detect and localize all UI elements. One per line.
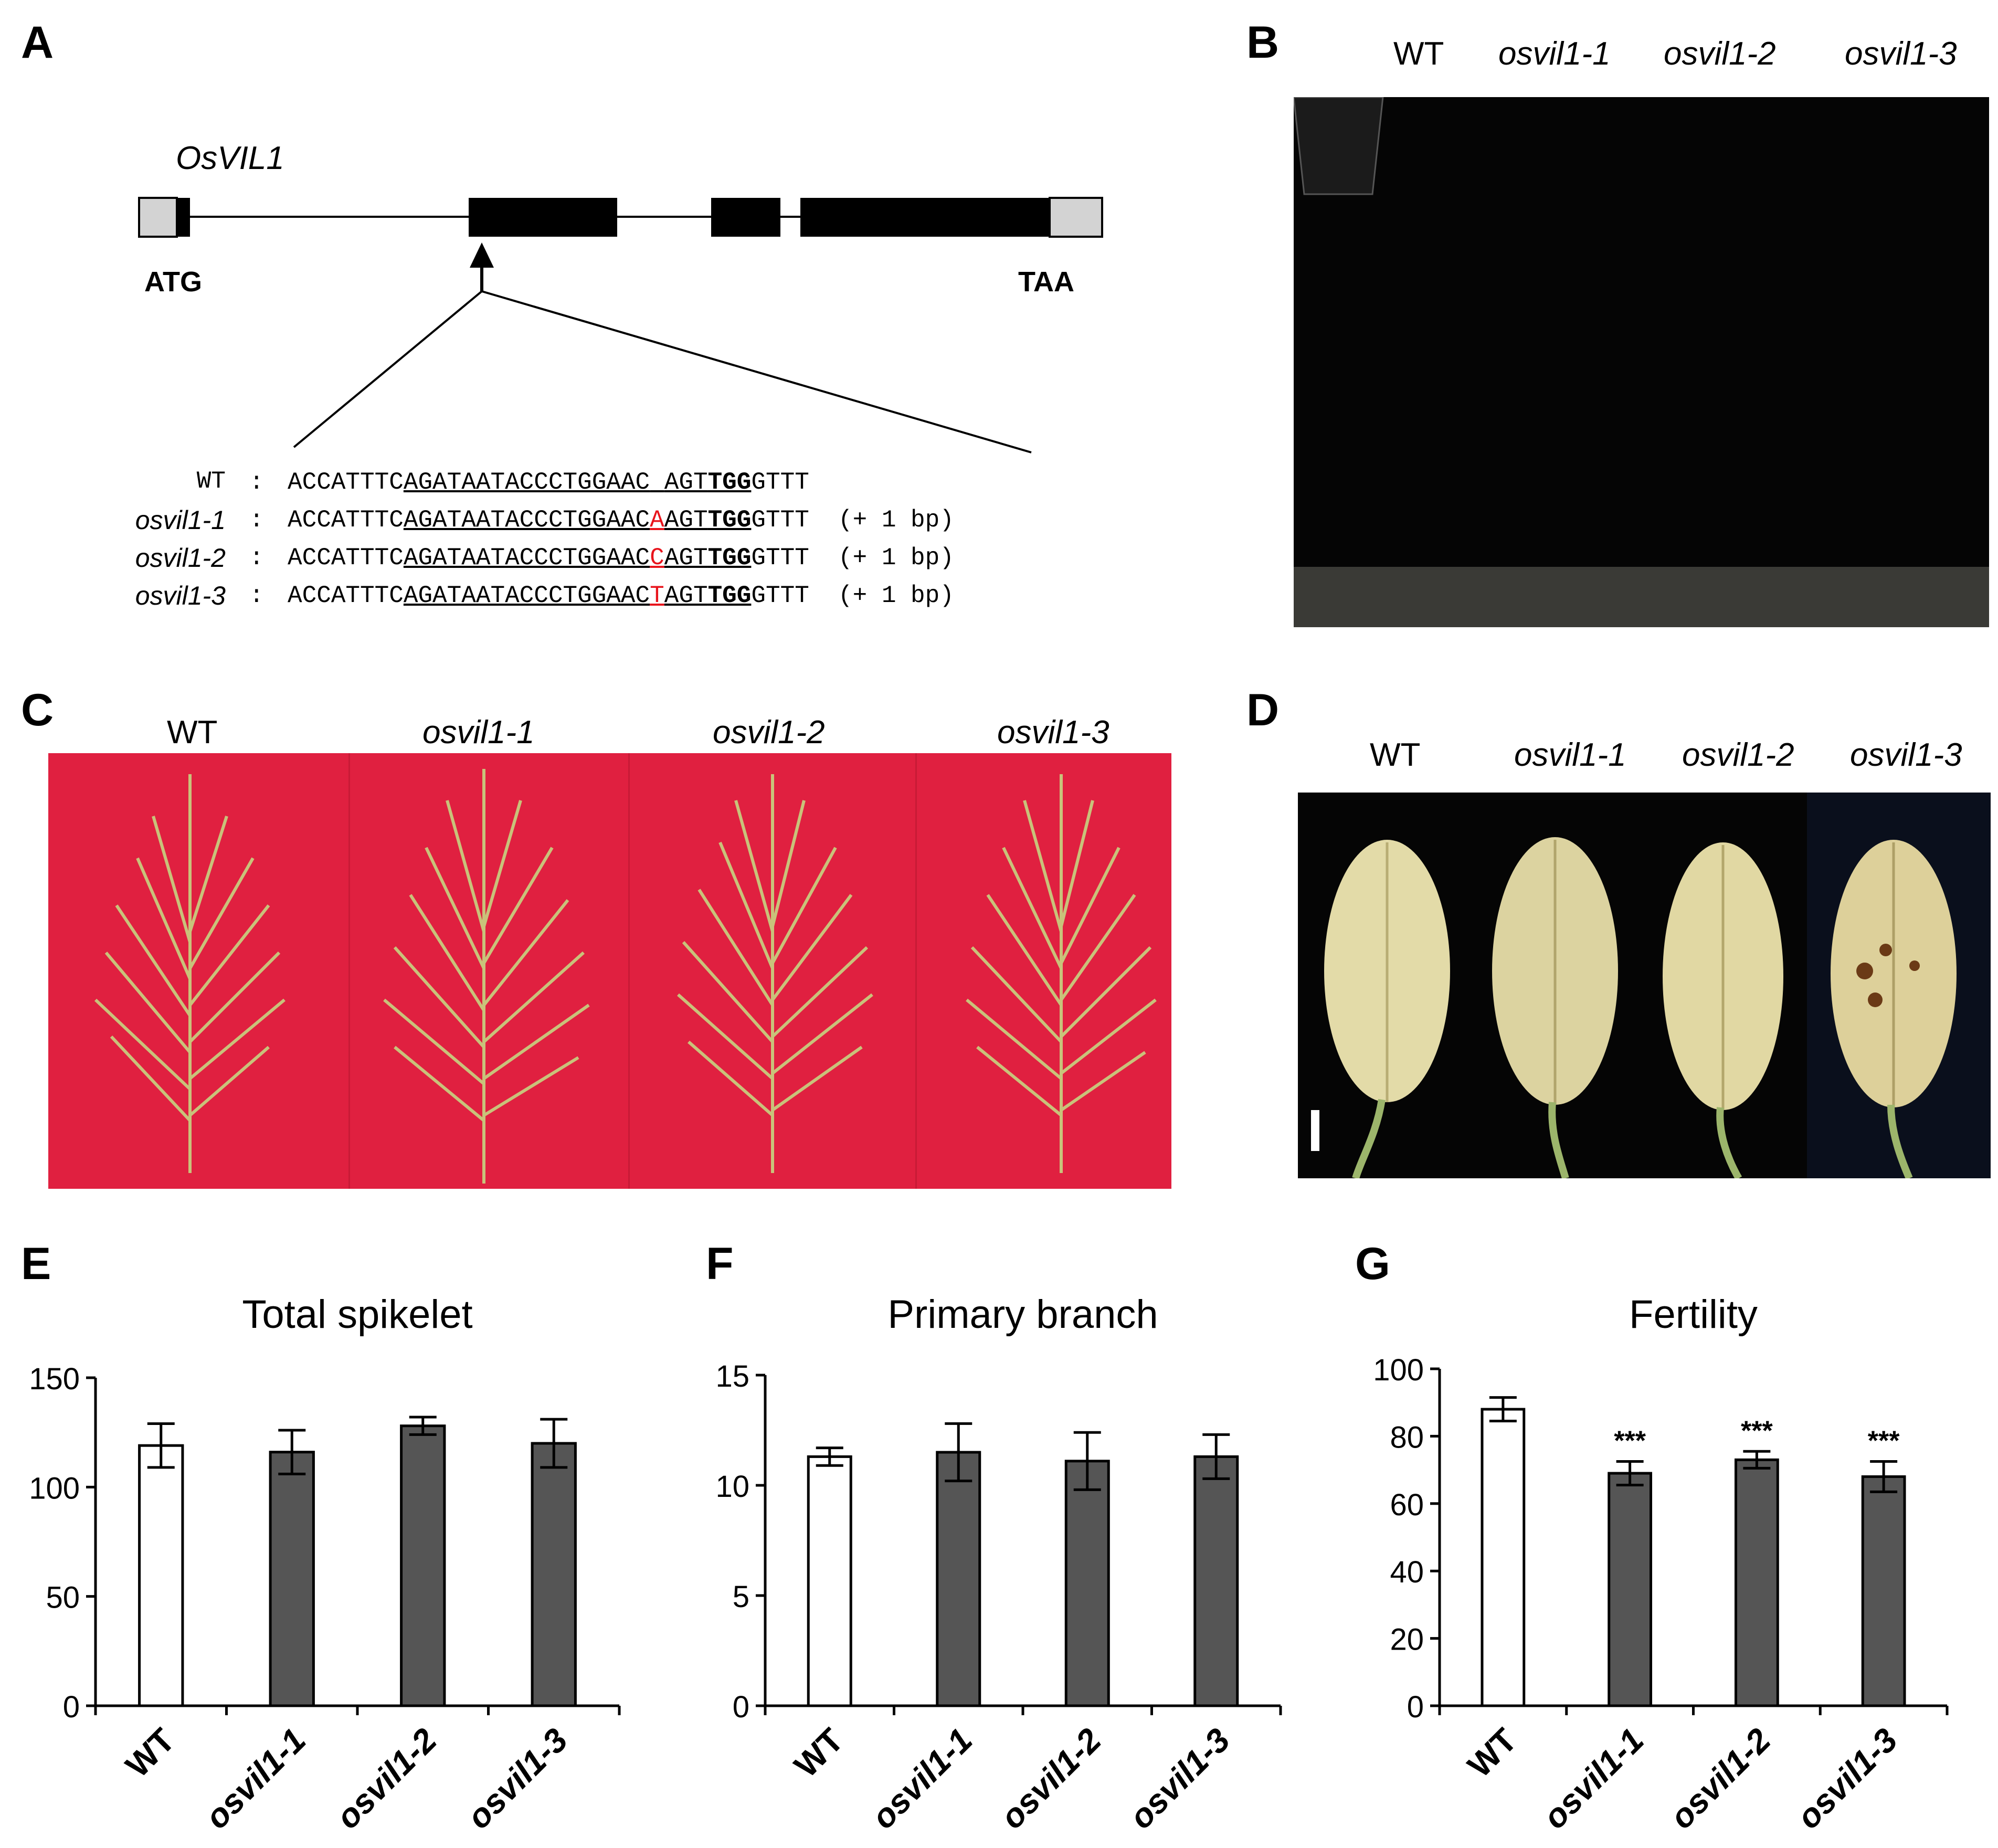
x-tick-label: osvil1-2 xyxy=(329,1721,443,1836)
photo-panicles xyxy=(48,753,1171,1189)
start-codon-label: ATG xyxy=(144,266,202,298)
label-d-osvil1-1: osvil1-1 xyxy=(1514,737,1626,773)
bar-osvil1-1 xyxy=(269,1451,315,1707)
y-tick-label: 50 xyxy=(46,1581,80,1615)
x-tick-label: WT xyxy=(118,1721,182,1784)
label-c-wt: WT xyxy=(167,714,218,751)
panel-letter-e: E xyxy=(21,1239,51,1289)
y-tick-label: 20 xyxy=(1390,1623,1424,1657)
zoom-line-left xyxy=(293,290,483,448)
bar-osvil1-2 xyxy=(400,1424,446,1707)
bar-osvil1-3 xyxy=(1193,1455,1239,1707)
chart-title: Primary branch xyxy=(887,1292,1158,1337)
label-c-osvil1-1: osvil1-1 xyxy=(422,714,535,751)
insertion-base: C xyxy=(650,544,664,572)
seq-row-wt: ACCATTTCAGATAATACCCTGGAAC AGTTGGGTTT xyxy=(288,469,809,496)
panel-letter-c: C xyxy=(21,685,54,735)
y-tick-label: 0 xyxy=(63,1690,80,1724)
gene-name: OsVIL1 xyxy=(176,140,284,176)
x-tick-label: osvil1-1 xyxy=(1536,1721,1651,1836)
bar-osvil1-1 xyxy=(1608,1472,1653,1707)
x-tick-label: WT xyxy=(1461,1721,1524,1784)
panel-letter-g: G xyxy=(1355,1239,1390,1289)
insertion-base: A xyxy=(650,506,664,534)
exon-1 xyxy=(177,198,190,237)
panel-letter-a: A xyxy=(21,17,54,68)
y-tick-label: 100 xyxy=(29,1471,80,1505)
photo-spikelets xyxy=(1298,793,1991,1178)
zoom-line-right xyxy=(481,290,1032,453)
significance-label: *** xyxy=(1741,1416,1773,1446)
target-arrow-icon xyxy=(470,242,494,268)
exon-4 xyxy=(800,198,1050,237)
y-tick-label: 5 xyxy=(733,1580,749,1614)
x-tick-label: osvil1-1 xyxy=(864,1721,979,1836)
scale-bar xyxy=(1311,1110,1319,1151)
seq-name-osvil1-1: osvil1-1 xyxy=(135,505,226,535)
label-d-osvil1-3: osvil1-3 xyxy=(1850,737,1962,773)
gene-structure-diagram: OsVIL1 ATG TAA xyxy=(138,140,1103,453)
y-tick-label: 40 xyxy=(1390,1555,1424,1589)
seq-row-osvil1-1: ACCATTTCAGATAATACCCTGGAACAAGTTGGGTTT (+ … xyxy=(288,506,954,534)
seq-name-osvil1-3: osvil1-3 xyxy=(135,581,226,610)
x-tick-label: osvil1-2 xyxy=(1663,1721,1778,1836)
bar-WT xyxy=(1481,1408,1526,1707)
seq-row-osvil1-3: ACCATTTCAGATAATACCCTGGAACTAGTTGGGTTT (+ … xyxy=(288,582,954,609)
y-tick-label: 0 xyxy=(733,1690,749,1724)
spikelet-icon xyxy=(1324,840,1450,1178)
utr-5prime xyxy=(138,197,178,238)
bar-osvil1-1 xyxy=(936,1451,981,1707)
label-b-osvil1-1: osvil1-1 xyxy=(1498,36,1611,72)
x-tick-label: osvil1-1 xyxy=(198,1721,313,1836)
bar-osvil1-3 xyxy=(531,1442,577,1707)
bar-osvil1-2 xyxy=(1064,1460,1110,1707)
bar-osvil1-2 xyxy=(1734,1458,1779,1707)
insertion-base: T xyxy=(650,582,664,609)
bar-WT xyxy=(807,1455,852,1707)
y-tick-label: 10 xyxy=(715,1470,749,1504)
seq-colon: : xyxy=(249,582,264,609)
chart-title: Total spikelet xyxy=(242,1292,472,1337)
chart-title: Fertility xyxy=(1629,1292,1758,1337)
seq-name-wt: WT xyxy=(196,468,226,495)
x-tick-label: osvil1-3 xyxy=(1122,1721,1237,1836)
seq-colon: : xyxy=(249,506,264,534)
label-d-wt: WT xyxy=(1370,737,1421,773)
bar-osvil1-3 xyxy=(1861,1475,1906,1707)
seq-name-osvil1-2: osvil1-2 xyxy=(135,543,226,573)
panel-letter-f: F xyxy=(706,1239,734,1289)
chart-fertility: Fertility 0 20 40 60 80 100 WT *** osvil1-1 *** osv… xyxy=(1373,1292,1949,1836)
y-tick-label: 80 xyxy=(1390,1420,1424,1454)
exon-3 xyxy=(711,198,780,237)
label-c-osvil1-3: osvil1-3 xyxy=(997,714,1109,751)
y-tick-label: 60 xyxy=(1390,1488,1424,1522)
bar-WT xyxy=(138,1444,184,1707)
y-tick-label: 100 xyxy=(1373,1353,1424,1387)
x-tick-label: WT xyxy=(787,1721,850,1784)
label-b-wt: WT xyxy=(1393,36,1444,72)
label-b-osvil1-3: osvil1-3 xyxy=(1845,36,1957,72)
stop-codon-label: TAA xyxy=(1018,266,1074,298)
seq-colon: : xyxy=(249,469,264,496)
label-d-osvil1-2: osvil1-2 xyxy=(1682,737,1794,773)
seq-colon: : xyxy=(249,544,264,572)
y-tick-label: 15 xyxy=(715,1359,749,1393)
y-tick-label: 150 xyxy=(29,1362,80,1396)
exon-2 xyxy=(469,198,617,237)
significance-label: *** xyxy=(1614,1426,1646,1456)
x-tick-label: osvil1-3 xyxy=(460,1721,575,1836)
label-b-osvil1-2: osvil1-2 xyxy=(1664,36,1776,72)
panel-letter-d: D xyxy=(1246,685,1280,735)
chart-primary-branch: Primary branch 0 5 10 15 WT osvil1-1 osvil1-2 os… xyxy=(715,1292,1282,1836)
y-tick-label: 0 xyxy=(1407,1690,1424,1724)
photo-whole-plants xyxy=(1294,97,1989,627)
label-c-osvil1-2: osvil1-2 xyxy=(713,714,825,751)
x-tick-label: osvil1-3 xyxy=(1790,1721,1905,1836)
seq-row-osvil1-2: ACCATTTCAGATAATACCCTGGAACCAGTTGGGTTT (+ … xyxy=(288,544,954,572)
utr-3prime xyxy=(1049,197,1103,238)
panel-letter-b: B xyxy=(1246,17,1280,68)
significance-label: *** xyxy=(1868,1426,1900,1456)
x-tick-label: osvil1-2 xyxy=(993,1721,1108,1836)
